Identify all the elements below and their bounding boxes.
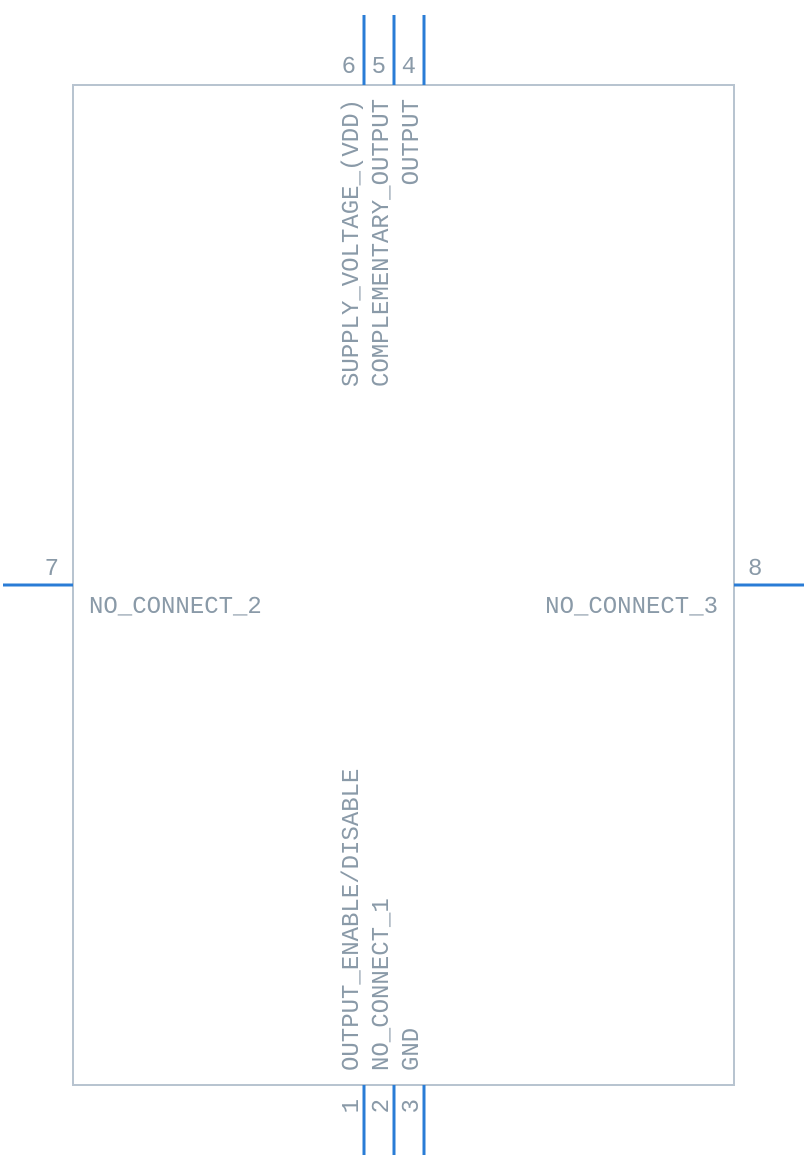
pin-5-number: 5 [372,54,386,81]
pin-2-label: NO_CONNECT_1 [369,898,396,1071]
pin-1-label: OUTPUT_ENABLE/DISABLE [339,769,366,1071]
pin-7-label: NO_CONNECT_2 [89,594,262,621]
pin-6-number: 6 [342,54,356,81]
pin-7-number: 7 [45,556,59,583]
component-body [73,85,734,1085]
pin-6-label: SUPPLY_VOLTAGE_(VDD) [339,99,366,387]
pin-8-label: NO_CONNECT_3 [545,594,718,621]
pin-1-number: 1 [339,1099,366,1113]
pin-3-label: GND [399,1028,426,1071]
pin-3-number: 3 [399,1099,426,1113]
pin-5-label: COMPLEMENTARY_OUTPUT [369,99,396,387]
pin-2-number: 2 [369,1099,396,1113]
pin-4-label: OUTPUT [399,99,426,185]
pin-8-number: 8 [748,556,762,583]
pin-4-number: 4 [402,54,416,81]
